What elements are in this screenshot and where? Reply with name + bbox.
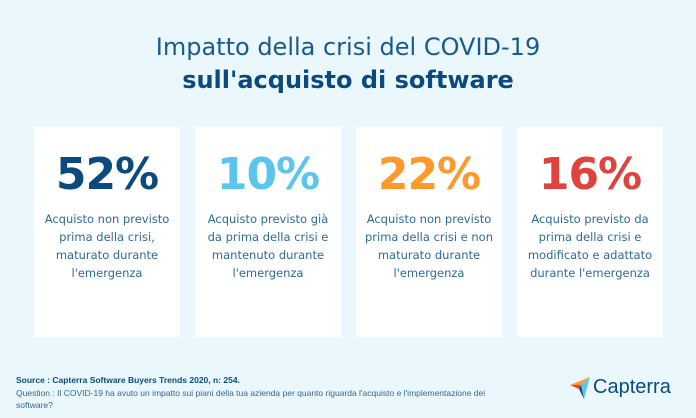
stat-value: 10%	[216, 149, 320, 200]
stat-card: 16% Acquisto previsto da prima della cri…	[517, 127, 663, 337]
stat-value: 52%	[55, 149, 159, 200]
source-note: Source : Capterra Software Buyers Trends…	[16, 375, 240, 385]
capterra-arrow-icon	[570, 376, 590, 399]
question-note: Question : Il COVID-19 ha avuto un impat…	[16, 388, 486, 410]
stat-description: Acquisto previsto da prima della crisi e…	[527, 212, 653, 280]
stat-description: Acquisto previsto già da prima della cri…	[207, 212, 329, 280]
stat-value: 16%	[538, 149, 642, 200]
logo-text: Capterra	[593, 376, 671, 398]
capterra-logo: Capterra	[570, 376, 671, 399]
stat-card: 52% Acquisto non previsto prima della cr…	[34, 127, 180, 337]
title-line-2: sull'acquisto di software	[182, 66, 514, 94]
stat-card: 10% Acquisto previsto già da prima della…	[195, 127, 341, 337]
stat-value: 22%	[377, 149, 481, 200]
stat-card: 22% Acquisto non previsto prima della cr…	[356, 127, 502, 337]
stat-description: Acquisto non previsto prima della crisi,…	[44, 212, 170, 280]
stat-description: Acquisto non previsto prima della crisi …	[364, 212, 494, 280]
title-line-1: Impatto della crisi del COVID-19	[155, 33, 541, 61]
